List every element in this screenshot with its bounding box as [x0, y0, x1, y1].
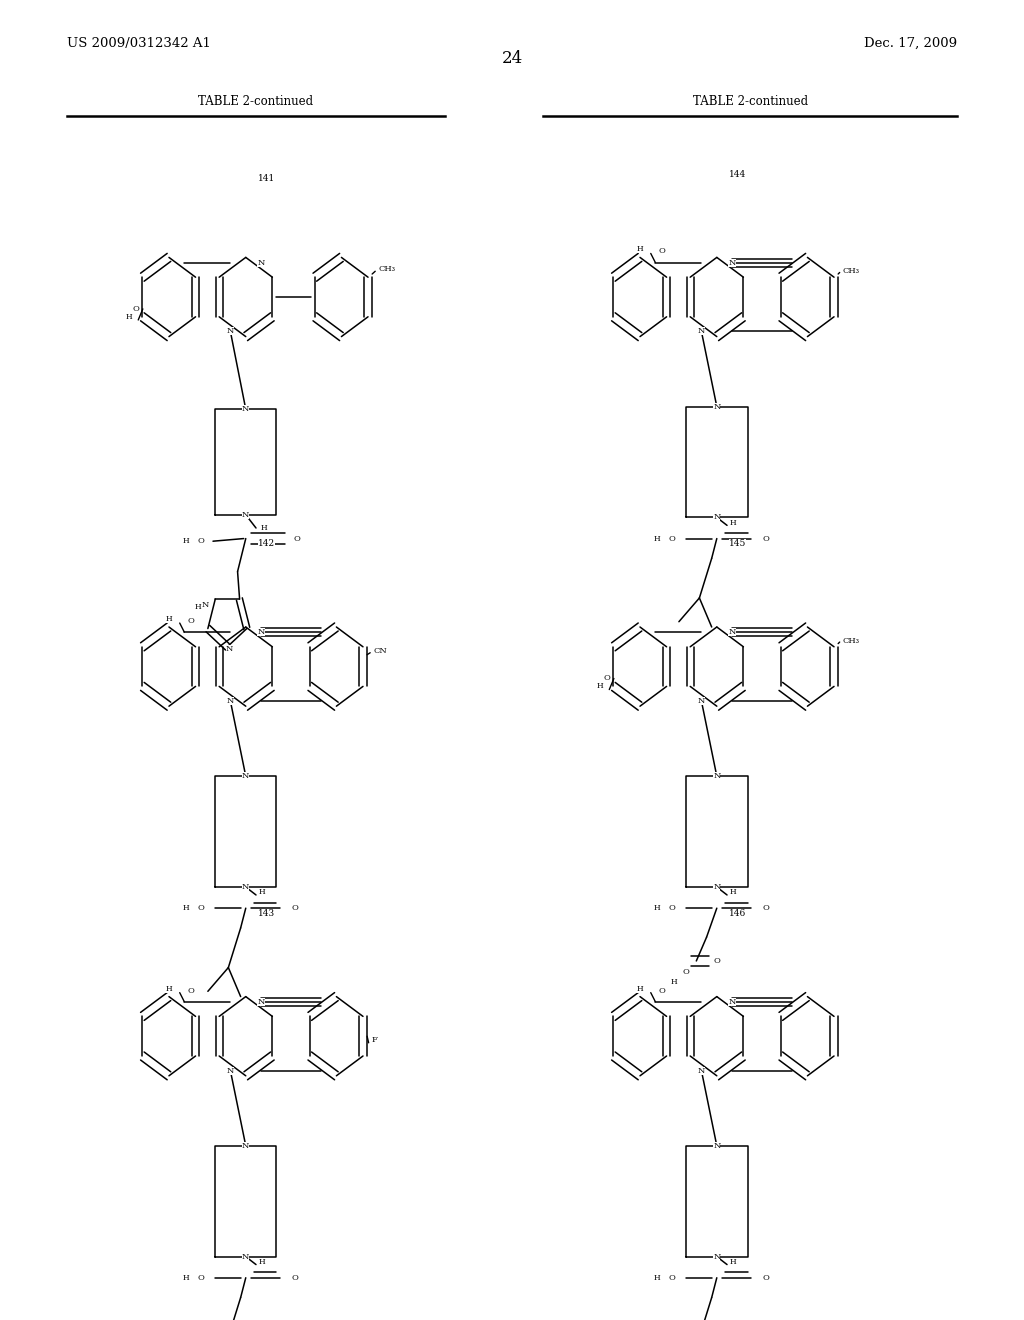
- Text: H: H: [166, 985, 172, 993]
- Text: N: N: [242, 1142, 250, 1150]
- Text: O: O: [187, 616, 195, 626]
- Text: O: O: [669, 535, 676, 543]
- Text: N: N: [226, 327, 234, 335]
- Text: N: N: [697, 327, 706, 335]
- Text: H: H: [259, 888, 265, 896]
- Text: CN: CN: [373, 647, 387, 655]
- Text: N: N: [226, 1067, 234, 1074]
- Text: O: O: [669, 904, 676, 912]
- Text: CH₃: CH₃: [843, 636, 860, 645]
- Text: N: N: [202, 601, 209, 609]
- Text: N: N: [713, 403, 721, 411]
- Text: O: O: [133, 305, 139, 313]
- Text: 146: 146: [729, 909, 745, 917]
- Text: TABLE 2-continued: TABLE 2-continued: [199, 95, 313, 108]
- Text: 141: 141: [258, 174, 274, 182]
- Text: O: O: [292, 904, 298, 912]
- Text: O: O: [763, 904, 769, 912]
- Text: H: H: [166, 615, 172, 623]
- Text: N: N: [242, 772, 250, 780]
- Text: O: O: [294, 535, 300, 543]
- Text: O: O: [669, 1274, 676, 1282]
- Text: O: O: [763, 535, 769, 543]
- Text: H: H: [730, 519, 736, 527]
- Text: N: N: [257, 998, 265, 1006]
- Text: N: N: [713, 772, 721, 780]
- Text: H: H: [654, 904, 660, 912]
- Text: H: H: [261, 524, 267, 532]
- Text: N: N: [728, 628, 736, 636]
- Text: TABLE 2-continued: TABLE 2-continued: [692, 95, 808, 108]
- Text: N: N: [242, 1253, 250, 1261]
- Text: H: H: [671, 978, 677, 986]
- Text: N: N: [713, 513, 721, 521]
- Text: H: H: [183, 537, 189, 545]
- Text: O: O: [714, 957, 720, 965]
- Text: H: H: [637, 985, 643, 993]
- Text: F: F: [372, 1036, 378, 1044]
- Text: O: O: [658, 247, 666, 256]
- Text: O: O: [198, 904, 205, 912]
- Text: O: O: [683, 968, 689, 975]
- Text: O: O: [292, 1274, 298, 1282]
- Text: H: H: [654, 1274, 660, 1282]
- Text: US 2009/0312342 A1: US 2009/0312342 A1: [67, 37, 211, 50]
- Text: N: N: [242, 405, 250, 413]
- Text: CH₃: CH₃: [378, 265, 395, 273]
- Text: N: N: [713, 1142, 721, 1150]
- Text: N: N: [697, 1067, 706, 1074]
- Text: N: N: [242, 511, 250, 519]
- Text: H: H: [654, 535, 660, 543]
- Text: H: H: [597, 682, 603, 690]
- Text: H: H: [730, 888, 736, 896]
- Text: O: O: [604, 675, 610, 682]
- Text: O: O: [187, 986, 195, 995]
- Text: 145: 145: [729, 540, 745, 548]
- Text: H: H: [730, 1258, 736, 1266]
- Text: CH₃: CH₃: [843, 267, 860, 276]
- Text: N: N: [728, 998, 736, 1006]
- Text: O: O: [658, 986, 666, 995]
- Text: H: H: [259, 1258, 265, 1266]
- Text: O: O: [198, 537, 205, 545]
- Text: N: N: [242, 883, 250, 891]
- Text: N: N: [226, 697, 234, 705]
- Text: 143: 143: [258, 909, 274, 917]
- Text: N: N: [225, 645, 233, 653]
- Text: N: N: [697, 697, 706, 705]
- Text: Dec. 17, 2009: Dec. 17, 2009: [864, 37, 957, 50]
- Text: N: N: [257, 628, 265, 636]
- Text: 24: 24: [502, 50, 522, 67]
- Text: N: N: [713, 1253, 721, 1261]
- Text: 142: 142: [258, 540, 274, 548]
- Text: H: H: [183, 1274, 189, 1282]
- Text: N: N: [728, 259, 736, 267]
- Text: H: H: [195, 603, 201, 611]
- Text: O: O: [763, 1274, 769, 1282]
- Text: N: N: [257, 259, 265, 267]
- Text: H: H: [637, 246, 643, 253]
- Text: O: O: [198, 1274, 205, 1282]
- Text: N: N: [713, 883, 721, 891]
- Text: H: H: [126, 313, 132, 321]
- Text: 144: 144: [729, 170, 745, 178]
- Text: H: H: [183, 904, 189, 912]
